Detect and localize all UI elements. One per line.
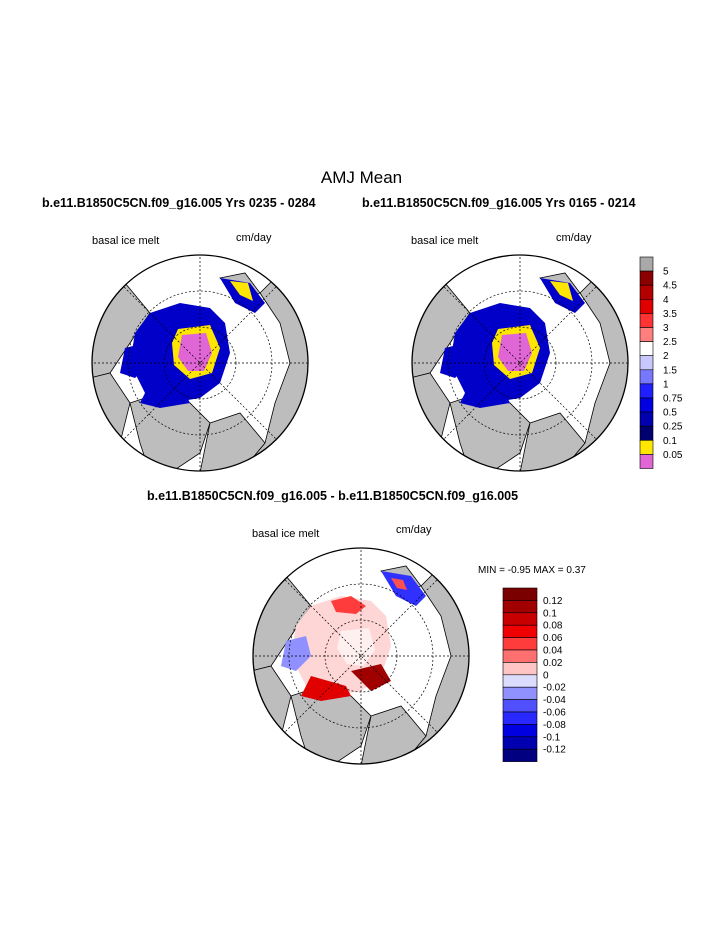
colorbar-swatch <box>639 440 654 455</box>
colorbar-tick-label: 0.25 <box>663 422 683 433</box>
colorbar-swatch <box>639 425 654 441</box>
colorbar-tick-label: 0.12 <box>543 596 563 607</box>
panel-2-variable: basal ice melt <box>411 235 479 247</box>
panel-top-right-title: b.e11.B1850C5CN.f09_g16.005 Yrs 0165 - 0… <box>362 196 636 210</box>
min-label: MIN = <box>478 565 505 576</box>
ice-melt-field <box>120 278 265 408</box>
map-panel-1 <box>91 254 309 472</box>
panel-3-units: cm/day <box>396 524 432 536</box>
colorbar-swatch <box>502 674 538 688</box>
colorbar-tick-label: -0.08 <box>543 720 566 731</box>
max-label: MAX = <box>533 565 564 576</box>
graticule <box>253 548 469 764</box>
colorbar-swatch <box>639 383 654 399</box>
panel-2-units: cm/day <box>556 232 592 244</box>
colorbar-tick-label: 0.08 <box>543 621 563 632</box>
figure-title: AMJ Mean <box>320 168 403 187</box>
graticule <box>412 255 628 471</box>
colorbar-swatch <box>502 711 538 725</box>
colorbar-tick-label: -0.02 <box>543 683 566 694</box>
colorbar-tick-label: -0.06 <box>543 708 566 719</box>
colorbar-tick-label: 1.5 <box>663 365 677 376</box>
map-panel-diff <box>252 547 470 765</box>
colorbar-tick-label: 5 <box>663 267 669 278</box>
colorbar-swatch <box>502 637 538 651</box>
colorbar-top: 5 4.5 4 3.5 3 2.5 2 1.5 1 0.75 0.5 0.25 0.1 0.05 <box>639 256 683 469</box>
colorbar-tick-label: 4 <box>663 295 669 306</box>
colorbar-tick-label: 4.5 <box>663 281 677 292</box>
colorbar-swatch <box>502 736 538 750</box>
colorbar-swatch <box>639 454 654 469</box>
colorbar-diff: 0.120.10.080.060.040.020-0.02-0.04-0.06-… <box>502 587 566 762</box>
colorbar-swatch <box>502 624 538 638</box>
map-panel-2 <box>411 254 629 472</box>
colorbar-tick-label: 3.5 <box>663 309 677 320</box>
colorbar-tick-label: 0.1 <box>663 436 677 447</box>
map-border <box>252 547 470 765</box>
panel-1-variable: basal ice melt <box>92 235 160 247</box>
panel-1-units: cm/day <box>236 232 272 244</box>
colorbar-swatch <box>502 724 538 738</box>
colorbar-tick-label: 0.06 <box>543 633 563 644</box>
colorbar-tick-label: 2.5 <box>663 337 677 348</box>
colorbar-tick-label: 3 <box>663 323 669 334</box>
colorbar-swatch <box>639 369 654 385</box>
diff-min-max: MIN = -0.95 MAX = 0.37 <box>478 565 586 576</box>
colorbar-swatch <box>502 612 538 626</box>
colorbar-tick-label: 1 <box>663 379 669 390</box>
colorbar-swatch <box>502 600 538 614</box>
colorbar-swatch <box>639 397 654 413</box>
colorbar-swatch <box>639 411 654 427</box>
colorbar-tick-label: 0.75 <box>663 394 683 405</box>
min-value: -0.95 <box>507 565 531 576</box>
colorbar-tick-label: -0.1 <box>543 732 561 743</box>
colorbar-swatch <box>502 587 538 601</box>
colorbar-swatch <box>502 662 538 676</box>
colorbar-tick-label: 0.5 <box>663 408 677 419</box>
map-border <box>411 254 629 472</box>
colorbar-tick-label: 0.04 <box>543 646 563 657</box>
colorbar-tick-label: -0.04 <box>543 695 566 706</box>
panel-3-variable: basal ice melt <box>252 528 320 540</box>
colorbar-swatch <box>639 298 654 314</box>
colorbar-tick-label: -0.12 <box>543 745 566 756</box>
colorbar-swatch <box>639 270 654 286</box>
colorbar-swatch <box>639 355 654 371</box>
colorbar-swatch <box>502 686 538 700</box>
colorbar-swatch <box>639 341 654 356</box>
colorbar-tick-label: 2 <box>663 351 669 362</box>
colorbar-tick-label: 0 <box>543 670 549 681</box>
colorbar-swatch <box>502 649 538 663</box>
graticule <box>92 255 308 471</box>
ice-melt-field <box>440 278 585 408</box>
colorbar-swatch <box>502 748 538 762</box>
difference-field <box>281 571 426 701</box>
colorbar-swatch <box>639 313 654 328</box>
panel-top-left-title: b.e11.B1850C5CN.f09_g16.005 Yrs 0235 - 0… <box>42 196 316 210</box>
colorbar-swatch <box>639 256 654 272</box>
colorbar-swatch <box>502 699 538 713</box>
colorbar-tick-label: 0.05 <box>663 450 683 461</box>
colorbar-tick-label: 0.1 <box>543 608 557 619</box>
max-value: 0.37 <box>566 565 586 576</box>
panel-diff-title: b.e11.B1850C5CN.f09_g16.005 - b.e11.B185… <box>147 489 519 503</box>
colorbar-swatch <box>639 327 654 342</box>
map-border <box>91 254 309 472</box>
colorbar-tick-label: 0.02 <box>543 658 563 669</box>
colorbar-swatch <box>639 284 654 300</box>
